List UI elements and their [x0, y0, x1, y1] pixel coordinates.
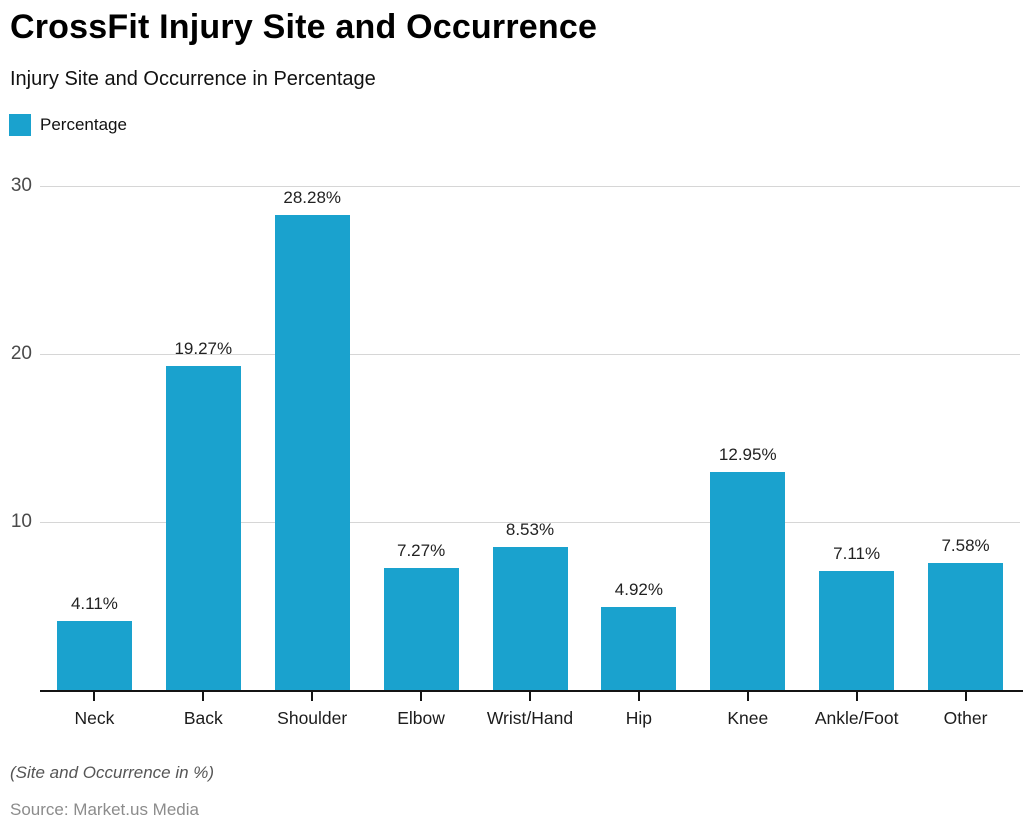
bar-neck — [56, 620, 132, 690]
x-axis-line — [40, 690, 1023, 692]
x-axis-tick — [637, 692, 640, 701]
x-axis-category-label: Knee — [727, 708, 769, 728]
x-axis-tick — [855, 692, 858, 701]
y-axis-tick-label: 20 — [10, 343, 32, 364]
x-axis-tick — [529, 692, 531, 701]
x-axis-tick — [311, 692, 314, 701]
x-axis-tick — [93, 692, 96, 701]
bar-value-label: 7.27% — [396, 540, 446, 560]
bar-value-label: 7.58% — [941, 535, 990, 555]
bar-value-label: 12.95% — [718, 445, 777, 465]
x-axis-tick — [964, 692, 967, 701]
x-axis-category-label: Back — [183, 708, 223, 728]
bar-value-label: 4.11% — [70, 593, 118, 613]
bar-value-label: 28.28% — [283, 187, 342, 207]
bar-hip — [601, 607, 677, 690]
x-axis-category-label: Ankle/Foot — [814, 708, 899, 728]
gridline-y10 — [40, 521, 1020, 523]
bar-wrist-hand — [492, 546, 568, 690]
bar-knee — [710, 472, 786, 690]
bar-value-label: 4.92% — [614, 580, 663, 600]
page-subtitle: Injury Site and Occurrence in Percentage — [10, 68, 376, 90]
legend-swatch-icon — [9, 114, 31, 136]
source-credit: Source: Market.us Media — [10, 800, 199, 819]
x-axis-category-label: Wrist/Hand — [486, 708, 574, 728]
x-axis-category-label: Hip — [625, 708, 652, 728]
chart-footnote: (Site and Occurrence in %) — [10, 763, 215, 782]
x-axis-category-label: Neck — [74, 708, 115, 728]
bar-value-label: 7.11% — [833, 543, 881, 563]
x-axis-category-label: Elbow — [397, 708, 445, 728]
y-axis-tick-label: 30 — [10, 175, 32, 196]
legend: Percentage — [9, 114, 127, 136]
bar-other — [928, 562, 1004, 690]
x-axis-tick — [746, 692, 749, 701]
x-axis-tick — [420, 692, 423, 701]
bar-back — [165, 366, 241, 690]
bar-value-label: 8.53% — [505, 519, 555, 539]
x-axis-tick — [202, 692, 205, 701]
bar-value-label: 19.27% — [174, 339, 233, 359]
x-axis-category-label: Shoulder — [277, 708, 348, 728]
gridline-y30 — [40, 185, 1020, 187]
bar-shoulder — [274, 214, 350, 690]
bar-ankle-foot — [819, 570, 895, 690]
x-axis-category-label: Other — [943, 708, 988, 728]
legend-label: Percentage — [40, 115, 127, 134]
y-axis-tick-label: 10 — [10, 511, 32, 532]
gridline-y20 — [40, 353, 1020, 355]
page-title: CrossFit Injury Site and Occurrence — [10, 8, 598, 46]
bar-elbow — [383, 567, 459, 690]
